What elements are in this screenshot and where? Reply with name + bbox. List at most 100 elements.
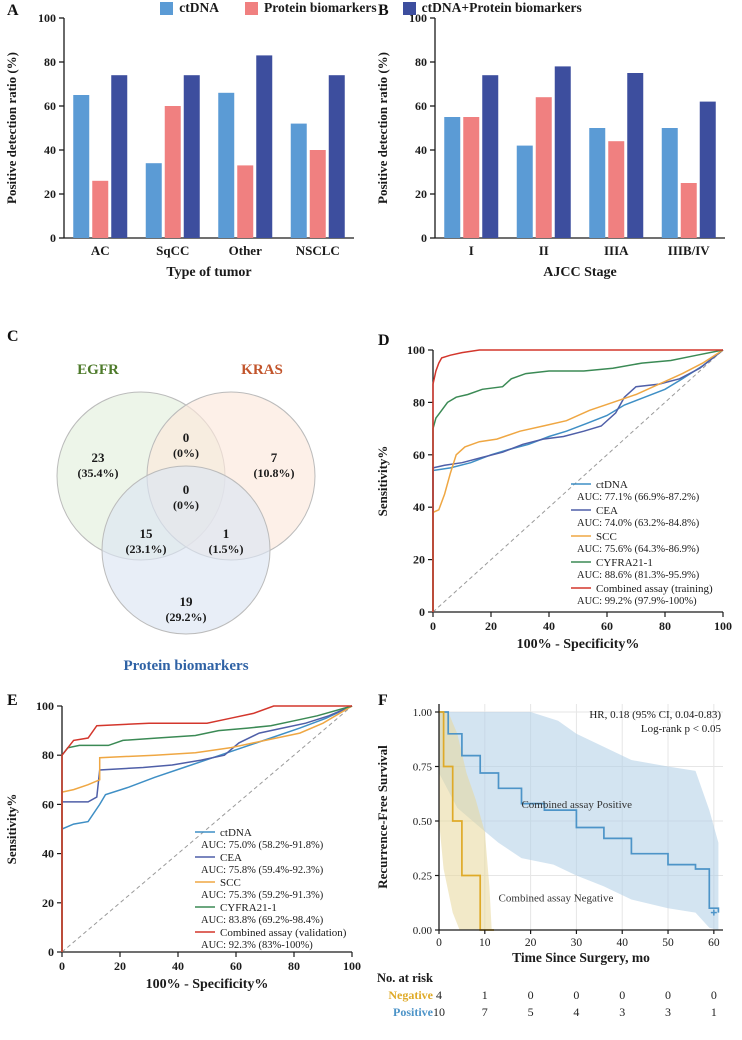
- x-axis-label: 100% - Specificity%: [517, 637, 640, 652]
- y-tick: 20: [413, 553, 425, 567]
- legend-series-name: SCC: [596, 531, 617, 543]
- bar: [444, 117, 461, 238]
- y-axis-label: Sensitivity%: [375, 446, 390, 517]
- y-tick: 0: [48, 945, 54, 959]
- panel-e-roc: 0 0 20 20 40 40 60 60 80 80 100 100 ctDNA AUC: 75.0% …: [0, 690, 371, 1040]
- roc-curve-ctDNA: [61, 705, 353, 952]
- y-tick: 100: [38, 11, 56, 25]
- panel-d-roc: 0 0 20 20 40 40 60 60 80 80 100 100 ctDNA AUC: 77.1% …: [371, 330, 742, 695]
- panel-a-svg: 0 20 40 60 80 100 AC SqCC Other NSCLC Type of tumo…: [4, 11, 354, 280]
- bar: [309, 150, 326, 238]
- panel-f-svg: 0 10 20 30 40 50 600.000.250.500.751.00 HR, 0.1…: [375, 704, 723, 1019]
- venn-value-center: 0: [183, 482, 190, 497]
- roc-curve-CEA: [61, 705, 353, 952]
- bar: [237, 165, 254, 238]
- x-tick: 10: [479, 937, 491, 949]
- x-tick: 30: [571, 937, 583, 949]
- confidence-band-Combined assay Positive: [439, 712, 719, 930]
- venn-pct-center: (0%): [173, 498, 199, 512]
- y-tick: 20: [42, 896, 54, 910]
- y-tick: 80: [44, 55, 56, 69]
- x-tick: 80: [659, 619, 671, 633]
- bar: [145, 163, 162, 238]
- x-axis-label: Time Since Surgery, mo: [512, 950, 650, 965]
- risk-count: 3: [665, 1005, 671, 1019]
- x-axis-label: AJCC Stage: [543, 265, 617, 280]
- bar: [73, 95, 90, 238]
- bar-chart-legend: ctDNA Protein biomarkers ctDNA+Protein bio…: [0, 0, 742, 16]
- y-axis-label: Positive detection ratio (%): [375, 52, 390, 204]
- panel-f-letter: F: [378, 692, 388, 709]
- venn-set-label-egfr: EGFR: [77, 362, 119, 378]
- panel-c: C EGFR KRAS Protein biomarkers 23 (35.4%) 0 (0…: [0, 326, 371, 690]
- x-tick: 40: [543, 619, 555, 633]
- legend-series-auc: AUC: 92.3% (83%-100%): [201, 940, 313, 951]
- bar: [218, 92, 235, 238]
- roc-curve-ctDNA: [432, 349, 724, 612]
- legend-series-name: CEA: [220, 852, 242, 864]
- legend-series-auc: AUC: 75.6% (64.3%-86.9%): [577, 544, 700, 555]
- panel-a-chart: 0 20 40 60 80 100 AC SqCC Other NSCLC Type of tumo…: [0, 0, 371, 301]
- panel-f: F 0 10 20 30 40 50 60 0.00 0.25 0.50 0.75 1.00 HR, 0…: [371, 690, 742, 1035]
- risk-count: 0: [528, 988, 534, 1002]
- x-tick: 50: [662, 937, 674, 949]
- legend-series-auc: AUC: 77.1% (66.9%-87.2%): [577, 492, 700, 503]
- km-curve-Combined assay Positive: [439, 711, 720, 913]
- x-tick: 60: [708, 937, 720, 949]
- y-tick: 0: [419, 605, 425, 619]
- y-tick: 80: [413, 395, 425, 409]
- y-tick: 80: [415, 55, 427, 69]
- bar: [699, 101, 716, 238]
- y-axis-label: Positive detection ratio (%): [4, 52, 19, 204]
- risk-count: 0: [573, 988, 579, 1002]
- diagonal-reference-line: [61, 705, 353, 953]
- legend-series-auc: AUC: 83.8% (69.2%-98.4%): [201, 915, 324, 926]
- panel-a-letter: A: [7, 2, 19, 19]
- y-tick: 0.50: [413, 816, 433, 828]
- logrank-annotation: Log-rank p < 0.05: [641, 723, 722, 735]
- km-curve-Combined assay Negative: [439, 711, 494, 931]
- y-tick: 40: [42, 847, 54, 861]
- panel-b-letter: B: [378, 2, 389, 19]
- y-tick: 80: [42, 748, 54, 762]
- y-tick: 40: [413, 500, 425, 514]
- risk-count: 10: [433, 1005, 445, 1019]
- legend-series-auc: AUC: 74.0% (63.2%-84.8%): [577, 518, 700, 529]
- panel-e: E 0 0 20 20 40 40 60 60 80 80 100 100 ctDNA AUC: 75.0…: [0, 690, 371, 1035]
- venn-set-label-kras: KRAS: [241, 362, 283, 378]
- risk-count: 3: [619, 1005, 625, 1019]
- risk-count: 0: [665, 988, 671, 1002]
- x-tick: II: [539, 243, 549, 258]
- venn-value-protein-only: 19: [180, 594, 194, 609]
- hr-annotation: HR, 0.18 (95% CI, 0.04-0.83): [589, 709, 721, 721]
- y-tick: 0.00: [413, 925, 433, 937]
- legend-series-name: CYFRA21-1: [596, 557, 653, 569]
- panel-d: D 0 0 20 20 40 40 60 60 80 80 100 100 ctDNA AUC: 77.1…: [371, 330, 742, 690]
- y-tick: 40: [44, 143, 56, 157]
- y-tick: 60: [413, 448, 425, 462]
- roc-curve-CYFRA21-1: [61, 705, 353, 952]
- bar: [516, 145, 533, 238]
- venn-pct-kras-only: (10.8%): [254, 466, 295, 480]
- curve-label-Combined assay Negative: Combined assay Negative: [499, 893, 614, 905]
- y-tick: 60: [42, 797, 54, 811]
- x-tick: 40: [172, 959, 184, 973]
- risk-count: 4: [436, 988, 442, 1002]
- risk-count: 0: [711, 988, 717, 1002]
- x-axis-label: Type of tumor: [166, 265, 251, 280]
- venn-value-egfr-only: 23: [92, 450, 106, 465]
- y-tick: 100: [407, 343, 425, 357]
- y-axis-label: Recurrence-Free Survival: [375, 745, 390, 889]
- y-tick: 20: [44, 187, 56, 201]
- bar: [627, 73, 644, 238]
- risk-table-title: No. at risk: [377, 971, 433, 985]
- x-tick: 100: [714, 619, 732, 633]
- bar: [589, 128, 606, 238]
- risk-count: 4: [573, 1005, 579, 1019]
- bar: [535, 97, 552, 238]
- venn-set-label-protein: Protein biomarkers: [123, 658, 248, 674]
- bar: [554, 66, 571, 239]
